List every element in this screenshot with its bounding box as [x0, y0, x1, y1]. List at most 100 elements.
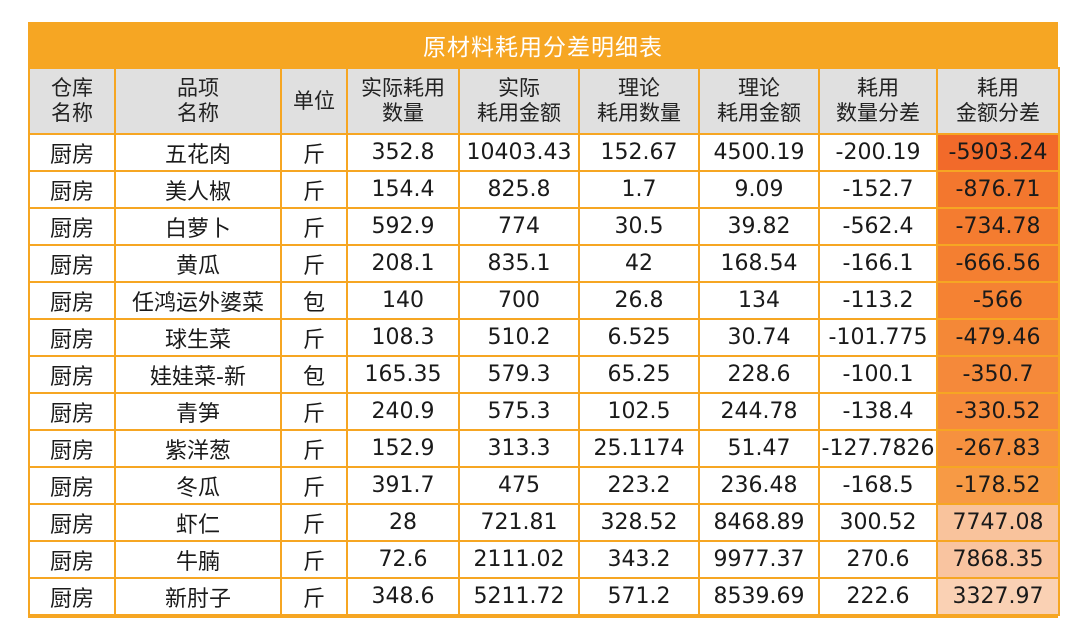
cell-item-name: 任鸿运外婆菜	[114, 281, 282, 320]
cell-qty-variance: 222.6	[818, 577, 938, 616]
cell-warehouse-name: 厨房	[28, 207, 116, 246]
column-header-theoretical-amount: 理论 耗用金额	[698, 67, 820, 135]
cell-theoretical-amount: 39.82	[698, 207, 820, 246]
cell-theoretical-qty: 1.7	[578, 170, 700, 209]
cell-theoretical-qty: 30.5	[578, 207, 700, 246]
column-header-line: 耗用	[977, 76, 1019, 100]
cell-theoretical-qty: 26.8	[578, 281, 700, 320]
cell-actual-amount: 774	[458, 207, 580, 246]
cell-actual-amount: 313.3	[458, 429, 580, 468]
column-header-qty-variance: 耗用 数量分差	[818, 67, 938, 135]
cell-item-name: 虾仁	[114, 503, 282, 542]
cell-qty-variance: -101.775	[818, 318, 938, 357]
cell-item-name: 冬瓜	[114, 466, 282, 505]
cell-unit: 斤	[280, 429, 348, 468]
cell-amount-variance: -267.83	[936, 429, 1060, 468]
cell-item-name: 牛腩	[114, 540, 282, 579]
column-header-theoretical-qty: 理论 耗用数量	[578, 67, 700, 135]
cell-qty-variance: -100.1	[818, 355, 938, 394]
cell-warehouse-name: 厨房	[28, 170, 116, 209]
column-header-actual-amount: 实际 耗用金额	[458, 67, 580, 135]
table-row: 厨房 白萝卜斤 592.9 774 30.5 39.82 -562.4 -734.78	[28, 207, 1060, 246]
cell-actual-amount: 575.3	[458, 392, 580, 431]
column-header-line: 耗用金额	[477, 101, 561, 125]
cell-actual-amount: 700	[458, 281, 580, 320]
column-header-warehouse-name: 仓库 名称	[28, 67, 116, 135]
cell-theoretical-qty: 6.525	[578, 318, 700, 357]
column-header-line: 仓库	[51, 76, 93, 100]
cell-theoretical-amount: 236.48	[698, 466, 820, 505]
cell-theoretical-qty: 65.25	[578, 355, 700, 394]
cell-actual-qty: 165.35	[346, 355, 460, 394]
cell-actual-amount: 721.81	[458, 503, 580, 542]
cell-theoretical-amount: 244.78	[698, 392, 820, 431]
cell-warehouse-name: 厨房	[28, 318, 116, 357]
cell-unit: 斤	[280, 244, 348, 283]
cell-theoretical-amount: 30.74	[698, 318, 820, 357]
column-header-line: 理论	[738, 76, 780, 100]
cell-qty-variance: -127.7826	[818, 429, 938, 468]
cell-amount-variance: -479.46	[936, 318, 1060, 357]
cell-unit: 斤	[280, 207, 348, 246]
cell-actual-amount: 510.2	[458, 318, 580, 357]
cell-amount-variance: 7747.08	[936, 503, 1060, 542]
cell-amount-variance: -350.7	[936, 355, 1060, 394]
cell-item-name: 娃娃菜-新	[114, 355, 282, 394]
cell-actual-amount: 579.3	[458, 355, 580, 394]
cell-amount-variance: 7868.35	[936, 540, 1060, 579]
cell-warehouse-name: 厨房	[28, 355, 116, 394]
cell-item-name: 新肘子	[114, 577, 282, 616]
column-header-line: 品项	[177, 76, 219, 100]
cell-amount-variance: -330.52	[936, 392, 1060, 431]
table-row: 厨房 美人椒斤 154.4 825.8 1.7 9.09 -152.7 -876.71	[28, 170, 1060, 209]
table-row: 厨房 青笋斤 240.9 575.3 102.5 244.78 -138.4 -330.52	[28, 392, 1060, 431]
column-header-line: 金额分差	[956, 101, 1040, 125]
cell-item-name: 白萝卜	[114, 207, 282, 246]
table-body: 厨房 五花肉斤 352.8 10403.43 152.67 4500.19 -200.19-…	[28, 133, 1060, 616]
cell-amount-variance: -178.52	[936, 466, 1060, 505]
column-header-line: 数量分差	[836, 101, 920, 125]
cell-amount-variance: -876.71	[936, 170, 1060, 209]
column-header-unit: 单位	[280, 67, 348, 135]
cell-actual-qty: 154.4	[346, 170, 460, 209]
cell-warehouse-name: 厨房	[28, 466, 116, 505]
cell-item-name: 紫洋葱	[114, 429, 282, 468]
column-header-line: 实际	[498, 76, 540, 100]
cell-theoretical-amount: 9.09	[698, 170, 820, 209]
cell-amount-variance: 3327.97	[936, 577, 1060, 616]
cell-warehouse-name: 厨房	[28, 392, 116, 431]
table-row: 厨房 紫洋葱斤 152.9 313.3 25.1174 51.47 -127.7826 -26…	[28, 429, 1060, 468]
cell-warehouse-name: 厨房	[28, 540, 116, 579]
table-row: 厨房 虾仁斤 28 721.81 328.52 8468.89 300.52 7747.08	[28, 503, 1060, 542]
cell-amount-variance: -566	[936, 281, 1060, 320]
cell-theoretical-amount: 8468.89	[698, 503, 820, 542]
cell-theoretical-qty: 571.2	[578, 577, 700, 616]
cell-theoretical-amount: 9977.37	[698, 540, 820, 579]
cell-theoretical-qty: 25.1174	[578, 429, 700, 468]
cell-actual-amount: 10403.43	[458, 133, 580, 172]
cell-qty-variance: 270.6	[818, 540, 938, 579]
cell-amount-variance: -734.78	[936, 207, 1060, 246]
cell-theoretical-amount: 8539.69	[698, 577, 820, 616]
table-row: 厨房 球生菜斤 108.3 510.2 6.525 30.74 -101.775 -479.4…	[28, 318, 1060, 357]
cell-theoretical-qty: 223.2	[578, 466, 700, 505]
cell-qty-variance: -152.7	[818, 170, 938, 209]
column-header-actual-qty: 实际耗用 数量	[346, 67, 460, 135]
cell-theoretical-amount: 228.6	[698, 355, 820, 394]
cell-unit: 斤	[280, 577, 348, 616]
cell-warehouse-name: 厨房	[28, 244, 116, 283]
cell-qty-variance: -562.4	[818, 207, 938, 246]
cell-warehouse-name: 厨房	[28, 281, 116, 320]
cell-actual-qty: 208.1	[346, 244, 460, 283]
table-row: 厨房 新肘子斤 348.6 5211.72 571.2 8539.69 222.6 3327.…	[28, 577, 1060, 616]
cell-actual-qty: 152.9	[346, 429, 460, 468]
cell-unit: 包	[280, 355, 348, 394]
column-header-line: 耗用数量	[597, 101, 681, 125]
column-header-line: 耗用金额	[717, 101, 801, 125]
cell-item-name: 五花肉	[114, 133, 282, 172]
cell-unit: 斤	[280, 540, 348, 579]
cell-theoretical-amount: 134	[698, 281, 820, 320]
cell-actual-amount: 825.8	[458, 170, 580, 209]
cell-actual-amount: 2111.02	[458, 540, 580, 579]
cell-theoretical-amount: 51.47	[698, 429, 820, 468]
